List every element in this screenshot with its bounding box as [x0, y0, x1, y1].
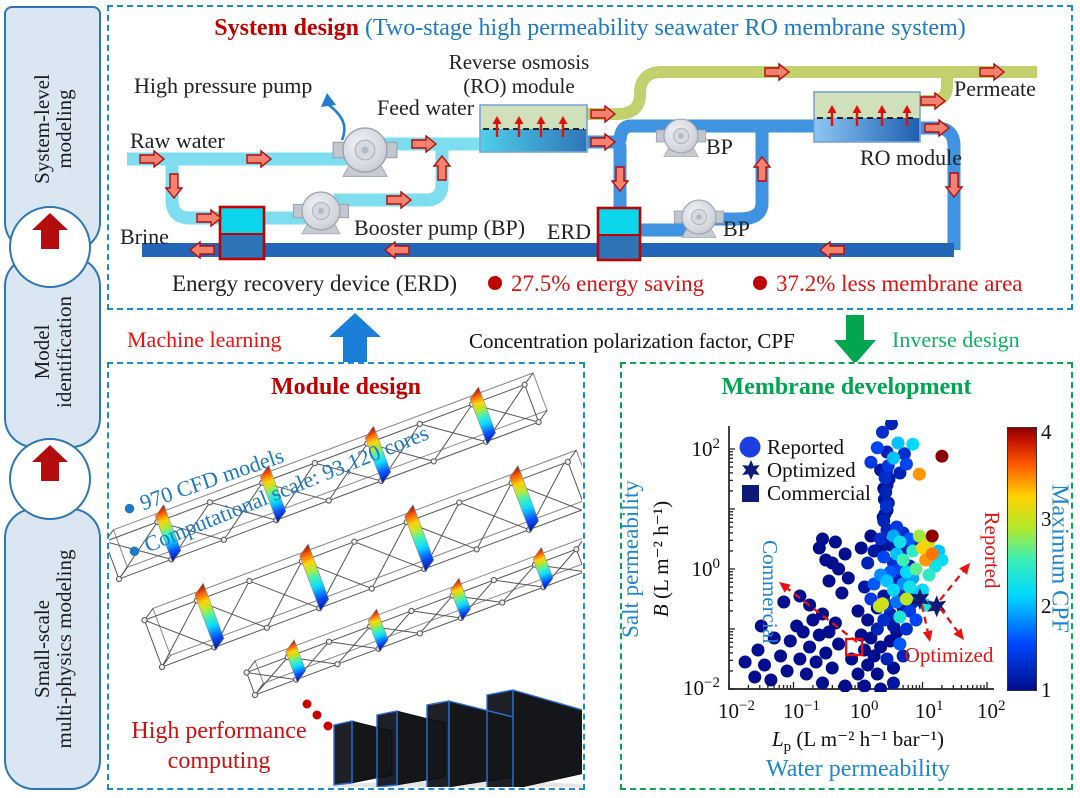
colorbar	[1007, 427, 1037, 691]
legend-optimized-icon	[742, 460, 760, 480]
x-axis-label-units: Lp (L m⁻² h⁻¹ bar⁻¹)	[771, 727, 944, 755]
colorbar-tick-1: 1	[1041, 678, 1052, 702]
plot-legend: Reported Optimized Commercial	[739, 435, 871, 505]
annotation-optimized: Optimized	[905, 643, 994, 667]
flow-diagram: High pressure pump Feed water Raw water …	[120, 50, 1037, 296]
legend-commercial-icon	[742, 485, 759, 502]
legend-reported-icon	[739, 436, 761, 458]
label-ro-line2: (RO) module	[463, 74, 574, 98]
system-design-title-sub: (Two-stage high permeability seawater RO…	[358, 15, 966, 41]
label-feed-water: Feed water	[377, 95, 475, 120]
label-permeate: Permeate	[954, 76, 1036, 101]
annotation-reported: Reported	[980, 512, 1004, 589]
legend-reported-label: Reported	[767, 435, 844, 459]
label-raw-water: Raw water	[130, 128, 225, 153]
bullet-icon	[753, 276, 767, 290]
module-design-panel: Module design	[107, 362, 585, 790]
system-design-panel: System design (Two-stage high permeabili…	[107, 5, 1073, 310]
tick-labels: 102 100 10−2 10−2 10−1 100 101 102	[683, 436, 1005, 723]
label-bp2: BP	[723, 216, 750, 241]
label-erd-long: Energy recovery device (ERD)	[172, 271, 457, 296]
label-brine: Brine	[120, 224, 169, 249]
up-arrow-icon	[32, 213, 68, 249]
ro-module-1	[479, 104, 588, 153]
x-axis-label-blue: Water permeability	[766, 756, 950, 782]
cfd-graphics	[109, 372, 582, 787]
ro-module-2	[813, 91, 921, 143]
label-ro2: RO module	[860, 145, 962, 170]
svg-text:10−2: 10−2	[683, 675, 720, 700]
svg-text:10−1: 10−1	[783, 698, 820, 723]
colorbar-tick-2: 2	[1041, 594, 1052, 618]
machine-learning-up-arrow-icon	[329, 313, 381, 363]
colorbar-tick-4: 4	[1041, 420, 1052, 444]
erd-device-1	[218, 205, 266, 261]
legend-commercial-label: Commercial	[767, 481, 871, 505]
cpf-label: Concentration polarization factor, CPF	[469, 329, 795, 353]
label-ro-line1: Reverse osmosis	[449, 50, 590, 74]
scatter-points	[738, 420, 949, 692]
annotation-arrows	[779, 563, 970, 643]
inverse-design-label: Inverse design	[892, 327, 1020, 352]
stat-membrane-area: 37.2% less membrane area	[776, 271, 1023, 296]
svg-text:100: 100	[692, 556, 721, 581]
legend-optimized-label: Optimized	[767, 458, 856, 482]
svg-text:101: 101	[915, 698, 944, 723]
label-booster-pump: Booster pump (BP)	[354, 215, 525, 240]
pipe-network	[127, 66, 1037, 257]
y-axis-label-blue: Salt permeability	[622, 480, 643, 638]
annotation-commercial: Commercial	[758, 540, 782, 644]
scatter-plot: Reported Optimized Commercial 102 100 10…	[622, 420, 1006, 782]
cfd-truss-models	[109, 372, 582, 699]
system-design-title-main: System design	[214, 15, 359, 41]
membrane-development-panel: Membrane development Reported Optimized …	[620, 362, 1073, 790]
pump-pointer-arrow-icon	[321, 93, 346, 141]
module-design-title: Module design	[270, 374, 422, 400]
colorbar-label: Maximum CPF	[1046, 484, 1073, 633]
axis-ticks	[728, 448, 988, 690]
machine-learning-label: Machine learning	[127, 327, 282, 352]
colorbar-tick-3: 3	[1041, 507, 1052, 531]
system-design-title: System design (Two-stage high permeabili…	[109, 15, 1071, 42]
svg-text:102: 102	[692, 436, 721, 461]
svg-text:10−2: 10−2	[718, 698, 755, 723]
sidebar-box-model-identification: Model identification	[4, 256, 101, 448]
sidebar-label-small-scale: Small-scale multi-physics modeling	[29, 549, 76, 749]
label-bp1: BP	[706, 134, 733, 159]
sidebar-box-small-scale: Small-scale multi-physics modeling	[4, 508, 101, 790]
erd-device-2	[596, 206, 642, 262]
membrane-development-title: Membrane development	[721, 374, 972, 400]
bullet-icon	[488, 276, 502, 290]
up-arrow-icon	[32, 445, 68, 481]
supercomputer-icon	[324, 689, 582, 787]
stat-energy-saving: 27.5% energy saving	[511, 271, 705, 296]
y-axis-label-units: B (L m⁻² h⁻¹)	[649, 501, 673, 617]
hpc-dots-icon	[302, 699, 333, 731]
inverse-design-down-arrow-icon	[834, 315, 876, 364]
svg-text:102: 102	[977, 698, 1006, 723]
hpc-label: High performance computing	[131, 718, 307, 774]
svg-text:100: 100	[850, 698, 879, 723]
label-high-pressure-pump: High pressure pump	[134, 73, 312, 98]
label-erd-short: ERD	[547, 219, 591, 244]
